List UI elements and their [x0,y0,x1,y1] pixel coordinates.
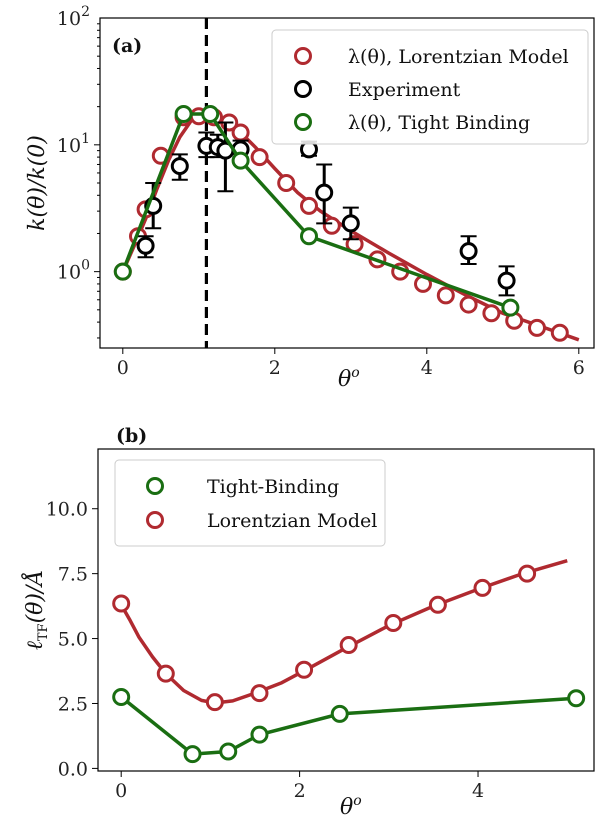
panel-a-ticks: 0 2 4 6 100 101 102 [57,4,585,379]
legend-marker [294,80,312,98]
y-tick-label: 102 [57,4,90,30]
lorentzian-point [550,323,569,342]
panel-b-y-axis-label: ℓTF(θ)/Å [20,570,51,651]
tight-binding-point [567,689,586,708]
x-tick-label: 2 [269,357,281,379]
panel-b-ticks: 0 2 4 0.0 2.5 5.0 7.5 10.0 [46,499,484,802]
y-tick-label: 0.0 [58,758,88,780]
y-tick-label: 5.0 [58,629,88,651]
lorentzian-point [384,613,403,632]
tight-binding-line [121,112,511,310]
panel-b-legend: Tight-Binding Lorentzian Model [114,459,386,547]
lorentzian-point [482,304,501,323]
panel-a-legend: λ(θ), Lorentzian Model Experiment λ(θ), Ti… [271,29,589,145]
panel-a-x-axis-label: θo [338,365,360,392]
lorentzian-point [231,123,250,142]
lorentzian-point [205,693,224,712]
x-tick-label: 4 [421,357,433,379]
svg-text:θo: θo [338,365,360,392]
lorentzian-point [295,660,314,679]
x-tick-label: 0 [115,780,127,802]
legend-marker [146,477,164,495]
svg-text:θo: θo [340,793,362,820]
panel-b-legend-box [114,459,386,547]
y-tick-label: 10.0 [46,499,88,521]
legend-marker [294,47,312,65]
panel-b: (b) 0 2 4 0.0 2.5 5.0 7.5 10.0 θo ℓTF(θ)/Å Tigh… [20,425,595,820]
x-tick-label: 6 [573,357,585,379]
tight-binding-point [250,725,269,744]
panel-b-frame [97,448,595,772]
lorentzian-point [428,595,447,614]
tight-binding-point [174,104,193,123]
lorentzian-point [112,594,131,613]
y-tick-label: 100 [57,258,90,284]
tight-binding-point [501,298,520,317]
legend-marker [294,113,312,131]
lorentzian-point [250,148,269,167]
experiment-point [497,271,516,290]
tight-binding-point [113,262,132,281]
x-tick-label: 0 [117,357,129,379]
tight-binding-point [183,745,202,764]
legend-label: λ(θ), Tight Binding [348,112,530,134]
tight-binding-point [231,151,250,170]
experiment-point [341,214,360,233]
y-tick-label: 101 [57,131,90,157]
lorentzian-point [339,636,358,655]
x-tick-label: 4 [472,780,484,802]
legend-label: Lorentzian Model [207,510,377,532]
lorentzian-point [459,295,478,314]
lorentzian-point [277,174,296,192]
x-axis-degree-sup: o [351,365,359,381]
panel-a-y-axis-label: k(θ)/k(0) [25,135,50,231]
svg-text:ℓTF(θ)/Å: ℓTF(θ)/Å [20,570,51,651]
y-tick-label: 7.5 [58,564,88,586]
tight-binding-point [300,227,318,246]
legend-label: Experiment [348,79,461,101]
lorentzian-point [518,564,537,583]
panel-a-label: (a) [112,35,142,57]
lorentzian-point [300,196,318,215]
lorentzian-point [528,318,546,337]
lorentzian-point [250,684,269,703]
experiment-point [315,183,334,202]
lorentzian-point [156,664,175,683]
legend-label: λ(θ), Lorentzian Model [348,46,569,68]
legend-label: Tight-Binding [207,476,339,498]
experiment-point [459,242,478,261]
lorentzian-point [473,578,492,597]
tight-binding-point [112,687,131,706]
tight-binding-line [120,695,577,756]
lorentzian-point [436,286,455,305]
panel-a-series [113,18,580,348]
legend-marker [146,511,164,529]
panel-b-x-axis-label: θo [340,793,362,820]
x-axis-degree-sup: o [353,793,361,809]
panel-b-label: (b) [116,425,147,447]
tight-binding-point [201,104,220,123]
experiment-point [136,236,155,255]
panel-b-series [112,558,586,764]
lorentzian-curve [119,558,568,705]
tight-binding-point [219,742,238,761]
tight-binding-point [330,704,349,723]
panel-a: (a) 0 2 4 6 100 101 102 θo k(θ)/k(0) λ(θ), Lor… [25,4,595,392]
experiment-point [170,157,189,176]
x-tick-label: 2 [294,780,306,802]
panel-a-legend-box [271,29,589,145]
y-tick-label: 2.5 [58,693,88,715]
lorentzian-point [322,216,341,235]
svg-text:k(θ)/k(0): k(θ)/k(0) [25,135,50,231]
